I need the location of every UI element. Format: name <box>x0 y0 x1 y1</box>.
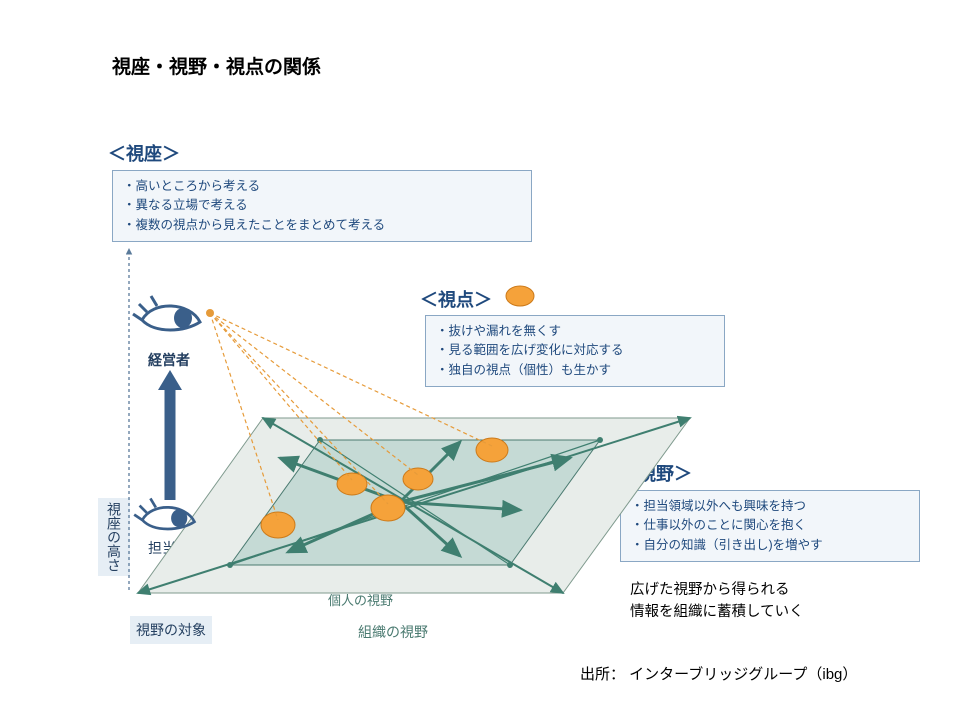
diagram-svg <box>0 0 960 720</box>
